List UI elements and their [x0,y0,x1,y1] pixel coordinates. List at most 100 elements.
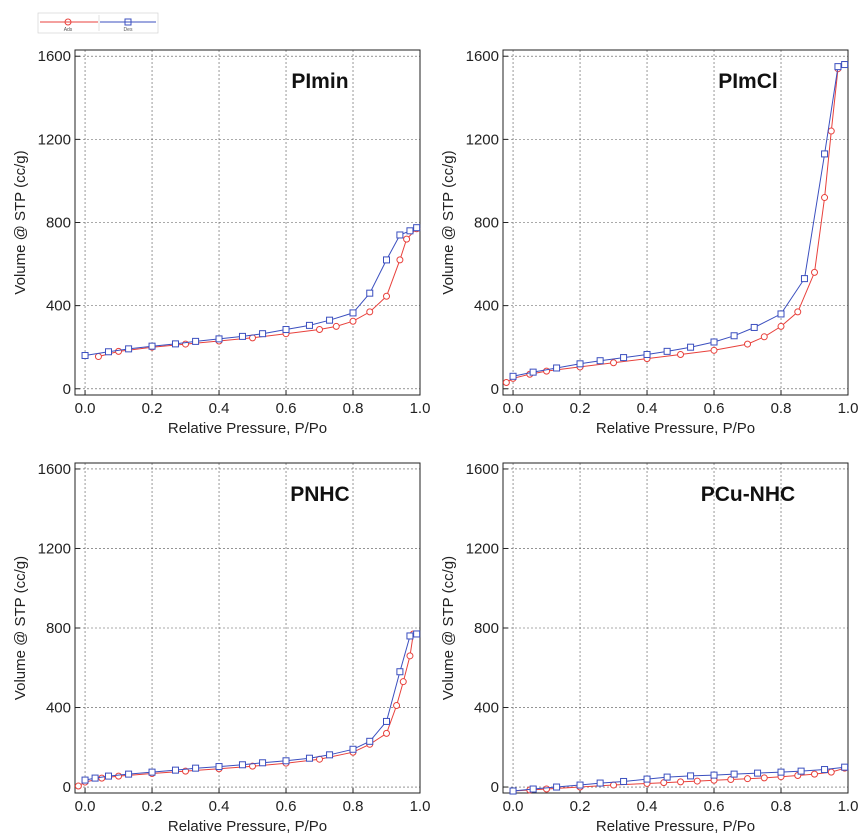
data-point-des [509,372,517,380]
legend-des-label: Des [124,27,133,33]
data-point-des [509,787,517,795]
y-tick-label: 1600 [466,48,499,65]
x-axis-label: Relative Pressure, P/Po [168,818,327,835]
data-point-ads [396,256,404,264]
data-point-ads [760,333,768,341]
data-point-ads [811,770,819,778]
y-tick-label: 1600 [38,48,71,65]
data-point-des [104,348,112,356]
y-tick-label: 800 [46,620,71,637]
data-point-des [841,763,849,771]
data-point-des [396,231,404,239]
y-tick-label: 400 [474,298,499,315]
y-tick-label: 400 [46,700,71,717]
data-point-des [777,310,785,318]
data-point-des [754,769,762,777]
x-tick-label: 0.8 [771,400,792,417]
data-point-des [349,309,357,317]
data-point-des [282,326,290,334]
x-tick-label: 0.2 [142,400,163,417]
x-tick-label: 0.2 [142,798,163,815]
x-tick-label: 0.6 [704,798,725,815]
data-point-des [326,316,334,324]
data-point-des [305,321,313,329]
data-point-des [663,347,671,355]
x-tick-label: 0.6 [276,400,297,417]
legend-des-marker [124,18,132,26]
data-point-des [710,338,718,346]
data-point-ads [610,781,618,789]
data-point-ads [332,322,340,330]
data-point-ads [827,768,835,776]
data-point-des [687,343,695,351]
x-tick-label: 0.0 [75,400,96,417]
data-point-ads [821,194,829,202]
y-tick-label: 1200 [466,540,499,557]
data-point-des [326,751,334,759]
x-tick-label: 1.0 [410,400,431,417]
data-point-des [730,770,738,778]
data-point-des [238,761,246,769]
x-tick-label: 0.0 [75,798,96,815]
data-point-ads [677,350,685,358]
data-point-des [125,770,133,778]
panel-title: PCu-NHC [701,483,796,506]
data-point-des [215,335,223,343]
legend-ads-label: Ads [64,27,73,33]
data-point-des [643,350,651,358]
panel-pimcl: 0.0 0.2 0.4 0.6 0.8 1.0 0 400 800 1200 1600 Relativ… [440,48,858,437]
data-point-des [529,785,537,793]
data-point-des [125,345,133,353]
y-tick-label: 0 [63,381,71,398]
data-point-ads [610,359,618,367]
data-point-des [663,773,671,781]
x-tick-label: 0.0 [503,798,524,815]
data-point-des [192,337,200,345]
x-tick-label: 0.4 [209,798,230,815]
x-tick-label: 0.6 [704,400,725,417]
data-point-ads [777,322,785,330]
data-point-ads [399,678,407,686]
data-point-des [91,774,99,782]
data-point-des [643,775,651,783]
x-tick-label: 0.0 [503,400,524,417]
data-point-des [596,779,604,787]
y-tick-label: 0 [63,779,71,796]
data-point-ads [677,778,685,786]
y-tick-label: 1600 [38,461,71,478]
data-point-des [148,342,156,350]
series-line-des [512,766,845,792]
data-point-des [553,364,561,372]
data-point-ads [393,702,401,710]
x-tick-label: 1.0 [838,798,859,815]
data-point-des [553,783,561,791]
data-point-des [750,323,758,331]
data-point-des [282,757,290,765]
data-point-ads [249,762,257,770]
data-point-des [366,289,374,297]
panel-title: PNHC [290,483,350,506]
x-tick-label: 1.0 [838,400,859,417]
data-point-ads [502,379,510,387]
x-tick-label: 0.8 [343,798,364,815]
data-point-des [576,781,584,789]
x-tick-label: 0.4 [637,400,658,417]
data-point-ads [693,777,701,785]
y-tick-label: 800 [474,215,499,232]
data-point-des [192,764,200,772]
data-point-des [259,759,267,767]
x-tick-label: 1.0 [410,798,431,815]
data-point-ads [543,785,551,793]
data-point-des [215,763,223,771]
y-tick-label: 0 [491,779,499,796]
data-point-des [396,668,404,676]
data-point-des [406,227,414,235]
data-point-des [730,332,738,340]
data-point-ads [316,326,324,334]
data-point-des [841,61,849,69]
y-tick-label: 1200 [38,131,71,148]
data-point-ads [383,292,391,300]
y-tick-label: 800 [46,215,71,232]
data-point-des [171,766,179,774]
